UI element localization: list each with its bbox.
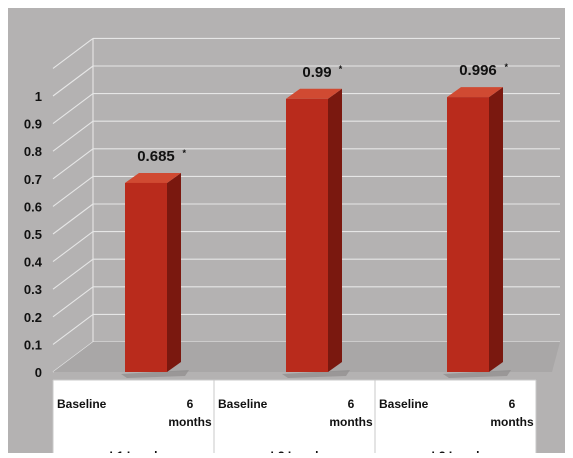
- bar-shadow: [443, 370, 511, 378]
- category-table: Baseline 6 months L1 Level Baseline 6 months L2…: [52, 379, 537, 458]
- group-label: L3 Level: [431, 449, 479, 453]
- table-background: [53, 380, 536, 458]
- y-tick-label: 0.8: [24, 144, 42, 159]
- y-tick-label: 0.1: [24, 337, 42, 352]
- followup-label-line: months: [329, 415, 373, 429]
- group-label: L2 Level: [270, 449, 318, 453]
- bar-side: [167, 172, 181, 372]
- gridline-side: [52, 65, 94, 97]
- baseline-label: Baseline: [57, 397, 107, 411]
- y-tick-label: 0.6: [24, 199, 42, 214]
- bar-shadow: [282, 370, 350, 378]
- bar: [443, 87, 511, 378]
- bar-top: [447, 87, 503, 98]
- followup-label-line: 6: [187, 397, 194, 411]
- bar: [121, 172, 189, 378]
- followup-label: 6 months: [490, 397, 534, 429]
- value-label: 0.685: [137, 148, 175, 165]
- bar-front: [125, 182, 167, 372]
- gridline-side: [52, 313, 94, 345]
- gridline-side: [52, 37, 94, 69]
- significance-marker: *: [505, 62, 509, 72]
- followup-label-line: 6: [348, 397, 355, 411]
- y-tick-label: 1: [35, 89, 42, 104]
- followup-label: 6 months: [329, 397, 373, 429]
- y-axis-ticks: 0 0.1 0.2 0.3 0.4 0.5 0.6 0.7 0.8 0.9 1: [24, 89, 43, 380]
- value-label: 0.99: [302, 64, 331, 81]
- bar-shadow: [121, 370, 189, 378]
- followup-label-line: 6: [509, 397, 516, 411]
- y-tick-label: 0.9: [24, 117, 42, 132]
- significance-marker: *: [339, 64, 343, 74]
- gridline-side: [52, 258, 94, 290]
- followup-label-line: months: [168, 415, 212, 429]
- bar-front: [447, 97, 489, 372]
- gridline-side: [52, 203, 94, 235]
- baseline-label: Baseline: [218, 397, 268, 411]
- group-label: L1 Level: [109, 449, 157, 453]
- bar-top: [125, 172, 181, 183]
- gridline-side: [52, 175, 94, 207]
- y-tick-label: 0: [35, 365, 42, 380]
- bars: [121, 87, 511, 378]
- followup-label-line: months: [490, 415, 534, 429]
- gridline-side: [52, 286, 94, 318]
- gridline-side: [52, 231, 94, 263]
- gridline-side: [52, 148, 94, 180]
- gridline-side: [52, 93, 94, 125]
- baseline-label: Baseline: [379, 397, 429, 411]
- bar-top: [286, 88, 342, 99]
- bar: [282, 88, 350, 378]
- y-tick-label: 0.4: [24, 255, 43, 270]
- y-tick-label: 0.5: [24, 227, 42, 242]
- bar-front: [286, 98, 328, 372]
- value-label: 0.996: [459, 62, 497, 79]
- bar-side: [328, 88, 342, 372]
- y-tick-label: 0.2: [24, 310, 42, 325]
- y-tick-label: 0.7: [24, 172, 42, 187]
- y-tick-label: 0.3: [24, 282, 42, 297]
- value-labels: 0.685 * 0.99 * 0.996 *: [137, 62, 508, 165]
- significance-marker: *: [183, 148, 187, 158]
- followup-label: 6 months: [168, 397, 212, 429]
- gridline-side: [52, 120, 94, 152]
- bar-side: [489, 87, 503, 372]
